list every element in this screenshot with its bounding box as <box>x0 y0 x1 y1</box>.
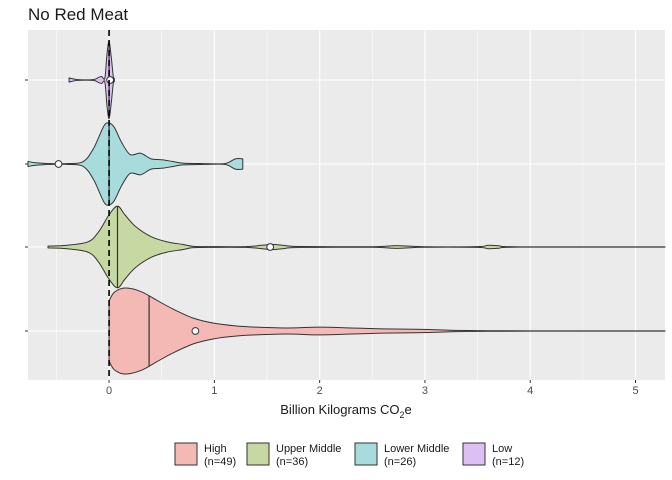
legend-key <box>354 442 378 466</box>
legend-key <box>174 442 198 466</box>
legend-item-lower-middle: Lower Middle(n=26) <box>354 442 449 468</box>
x-axis-ticks: 0 1 2 3 4 5 <box>106 380 639 397</box>
legend-label: Lower Middle <box>384 443 449 455</box>
violin-body <box>68 40 115 120</box>
x-tick-label: 4 <box>527 385 533 397</box>
violin-body <box>47 205 666 289</box>
mean-point <box>106 76 115 84</box>
legend-key <box>462 442 486 466</box>
x-tick-label: 3 <box>422 385 428 397</box>
legend-label: High <box>204 443 227 455</box>
violins <box>27 40 666 375</box>
legend-item-upper-middle: Upper Middle(n=36) <box>246 442 341 468</box>
mean-point <box>54 160 63 168</box>
legend-label: Low <box>492 443 512 455</box>
mean-point <box>191 327 200 335</box>
legend-item-low: Low(n=12) <box>462 442 524 468</box>
x-tick-label: 2 <box>317 385 323 397</box>
legend-item-high: High(n=49) <box>174 442 236 468</box>
x-axis-label: Billion Kilograms CO2e <box>280 402 411 420</box>
legend-key <box>246 442 270 466</box>
violin-high <box>108 287 666 375</box>
legend-count: (n=26) <box>384 456 416 468</box>
violin-upper-middle <box>47 205 666 289</box>
legend-count: (n=36) <box>276 456 308 468</box>
legend-label: Upper Middle <box>276 443 341 455</box>
violin-body <box>108 287 666 375</box>
x-tick-label: 5 <box>632 385 638 397</box>
x-tick-label: 1 <box>211 385 217 397</box>
x-tick-label: 0 <box>106 385 112 397</box>
chart-title: No Red Meat <box>28 5 128 24</box>
y-axis-ticks <box>25 79 28 332</box>
legend-count: (n=49) <box>204 456 236 468</box>
mean-point <box>266 243 275 251</box>
legend: High(n=49) Upper Middle(n=36) Lower Middle… <box>174 442 524 468</box>
legend-count: (n=12) <box>492 456 524 468</box>
violin-body <box>27 122 244 206</box>
